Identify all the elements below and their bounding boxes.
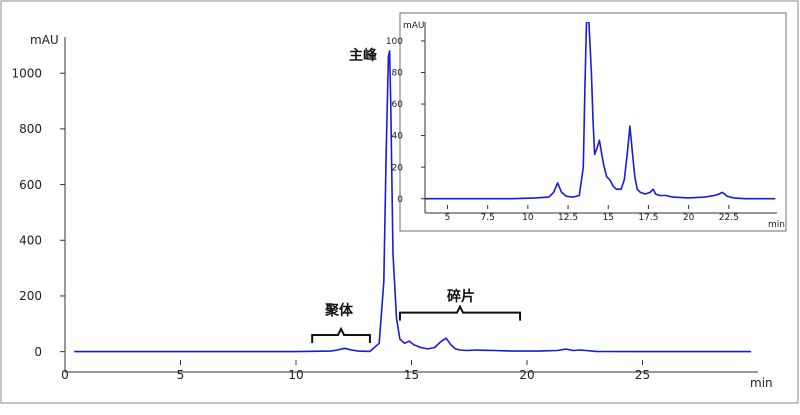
y-tick-label: 20 bbox=[392, 163, 404, 173]
x-tick-label: 5 bbox=[445, 213, 451, 223]
y-tick-label: 800 bbox=[19, 122, 42, 136]
main-y-unit: mAU bbox=[30, 33, 59, 47]
figure-frame bbox=[0, 0, 799, 404]
y-tick-label: 600 bbox=[19, 178, 42, 192]
x-tick-label: 5 bbox=[177, 368, 185, 382]
inset-y-ticks: 0 20 40 60 80 100 bbox=[386, 37, 425, 205]
x-tick-label: 10 bbox=[522, 213, 534, 223]
aggregate-bracket bbox=[311, 326, 371, 343]
x-tick-label: 25 bbox=[635, 368, 650, 382]
fragment-bracket bbox=[398, 304, 522, 321]
x-tick-label: 0 bbox=[61, 368, 69, 382]
inset-series-line bbox=[425, 22, 776, 200]
y-tick-label: 40 bbox=[392, 132, 404, 142]
inset-plot: mAU min 0 20 40 60 80 100 5 7.5 10 12.5 15 17.5 20 2… bbox=[386, 12, 787, 232]
main-peak-label: 主峰 bbox=[349, 47, 378, 64]
y-tick-label: 400 bbox=[19, 233, 42, 247]
y-tick-label: 60 bbox=[392, 100, 404, 110]
x-tick-label: 17.5 bbox=[638, 213, 658, 223]
main-x-unit: min bbox=[750, 376, 773, 390]
main-x-ticks: 0 5 10 15 20 25 bbox=[61, 360, 650, 382]
x-tick-label: 20 bbox=[683, 213, 695, 223]
inset-x-ticks: 5 7.5 10 12.5 15 17.5 20 22.5 bbox=[445, 205, 739, 223]
x-tick-label: 10 bbox=[288, 368, 303, 382]
y-tick-label: 80 bbox=[392, 69, 404, 79]
inset-x-unit: min bbox=[768, 220, 785, 230]
fragment-label: 碎片 bbox=[447, 288, 475, 305]
x-tick-label: 15 bbox=[404, 368, 419, 382]
y-tick-label: 200 bbox=[19, 289, 42, 303]
annotation-brackets bbox=[311, 304, 522, 343]
y-tick-label: 0 bbox=[34, 345, 42, 359]
x-tick-label: 22.5 bbox=[719, 213, 739, 223]
y-tick-label: 0 bbox=[397, 195, 403, 205]
aggregate-label: 聚体 bbox=[324, 302, 354, 319]
inset-y-unit: mAU bbox=[403, 21, 425, 31]
x-tick-label: 7.5 bbox=[481, 213, 495, 223]
main-y-ticks: 0 200 400 600 800 1000 bbox=[11, 66, 65, 359]
y-tick-label: 100 bbox=[386, 37, 403, 47]
main-series-line bbox=[74, 50, 752, 353]
x-tick-label: 12.5 bbox=[558, 213, 578, 223]
y-tick-label: 1000 bbox=[11, 66, 42, 80]
x-tick-label: 20 bbox=[519, 368, 534, 382]
x-tick-label: 15 bbox=[603, 213, 614, 223]
inset-frame bbox=[399, 12, 787, 232]
